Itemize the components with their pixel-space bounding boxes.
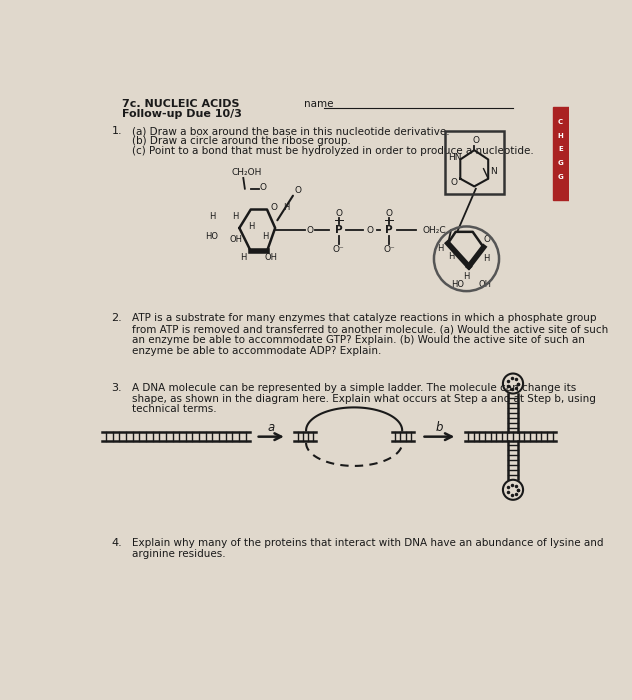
Text: G: G <box>557 174 563 180</box>
Text: H: H <box>557 132 563 139</box>
Bar <box>553 107 569 200</box>
Text: OH: OH <box>229 235 242 244</box>
Text: (c) Point to a bond that must be hydrolyzed in order to produce a nucleotide.: (c) Point to a bond that must be hydroly… <box>131 146 533 156</box>
Text: H: H <box>248 222 254 231</box>
Text: P: P <box>335 225 343 235</box>
Text: O: O <box>260 183 267 192</box>
Text: H: H <box>483 254 490 263</box>
Text: H: H <box>233 212 239 221</box>
Text: O⁻: O⁻ <box>383 245 395 254</box>
Text: G: G <box>557 160 563 166</box>
Text: O: O <box>366 226 373 234</box>
Text: b: b <box>435 421 443 434</box>
Text: O: O <box>451 178 458 187</box>
Text: OH: OH <box>478 280 492 288</box>
Text: 7c. NUCLEIC ACIDS: 7c. NUCLEIC ACIDS <box>121 99 239 109</box>
Text: O: O <box>483 235 490 244</box>
Text: N: N <box>490 167 497 176</box>
Text: Explain why many of the proteins that interact with DNA have an abundance of lys: Explain why many of the proteins that in… <box>131 538 603 548</box>
Text: H: H <box>262 232 268 241</box>
Text: O: O <box>307 226 313 234</box>
Text: H: H <box>448 252 454 261</box>
Text: H: H <box>240 253 246 262</box>
Text: an enzyme be able to accommodate GTP? Explain. (b) Would the active site of such: an enzyme be able to accommodate GTP? Ex… <box>131 335 585 345</box>
Text: C: C <box>557 118 563 125</box>
Text: O: O <box>386 209 392 218</box>
Text: HO: HO <box>205 232 219 241</box>
Text: 4.: 4. <box>112 538 123 548</box>
Text: HN: HN <box>448 153 461 162</box>
Text: (a) Draw a box around the base in this nucleotide derivative.: (a) Draw a box around the base in this n… <box>131 126 449 136</box>
Text: arginine residues.: arginine residues. <box>131 549 226 559</box>
Text: 1.: 1. <box>112 126 122 136</box>
Text: H: H <box>284 203 290 211</box>
Text: H: H <box>463 272 470 281</box>
Text: O: O <box>270 203 278 211</box>
Text: O: O <box>335 209 342 218</box>
Text: shape, as shown in the diagram here. Explain what occurs at Step a and at Step b: shape, as shown in the diagram here. Exp… <box>131 393 595 403</box>
Text: from ATP is removed and transferred to another molecule. (a) Would the active si: from ATP is removed and transferred to a… <box>131 324 608 334</box>
Text: Follow-up Due 10/3: Follow-up Due 10/3 <box>121 109 241 120</box>
Text: A DNA molecule can be represented by a simple ladder. The molecule can change it: A DNA molecule can be represented by a s… <box>131 383 576 393</box>
Text: HO: HO <box>451 280 464 288</box>
Text: H: H <box>437 244 443 253</box>
Text: technical terms.: technical terms. <box>131 405 216 414</box>
Text: CH₂OH: CH₂OH <box>231 168 262 177</box>
Text: P: P <box>385 225 393 235</box>
Text: OH₂C: OH₂C <box>422 226 446 234</box>
Text: O: O <box>472 136 479 145</box>
Text: ATP is a substrate for many enzymes that catalyze reactions in which a phosphate: ATP is a substrate for many enzymes that… <box>131 314 596 323</box>
Text: E: E <box>558 146 562 153</box>
Text: 2.: 2. <box>112 314 123 323</box>
Text: name: name <box>304 99 333 109</box>
Text: 3.: 3. <box>112 383 122 393</box>
Text: enzyme be able to accommodate ADP? Explain.: enzyme be able to accommodate ADP? Expla… <box>131 346 381 356</box>
Text: a: a <box>267 421 275 434</box>
Text: OH: OH <box>265 253 277 262</box>
Text: O⁻: O⁻ <box>333 245 344 254</box>
Text: O: O <box>294 186 301 195</box>
Text: (b) Draw a circle around the ribose group.: (b) Draw a circle around the ribose grou… <box>131 136 351 146</box>
Text: H: H <box>209 212 216 221</box>
